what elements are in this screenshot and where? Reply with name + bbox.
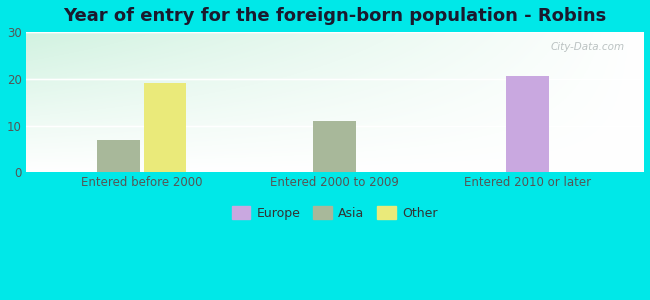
Bar — [98, 140, 140, 172]
Bar — [144, 83, 186, 172]
Bar — [506, 76, 549, 172]
Text: City-Data.com: City-Data.com — [551, 42, 625, 52]
Title: Year of entry for the foreign-born population - Robins: Year of entry for the foreign-born popul… — [63, 7, 606, 25]
Bar — [313, 121, 356, 172]
Legend: Europe, Asia, Other: Europe, Asia, Other — [227, 201, 443, 225]
